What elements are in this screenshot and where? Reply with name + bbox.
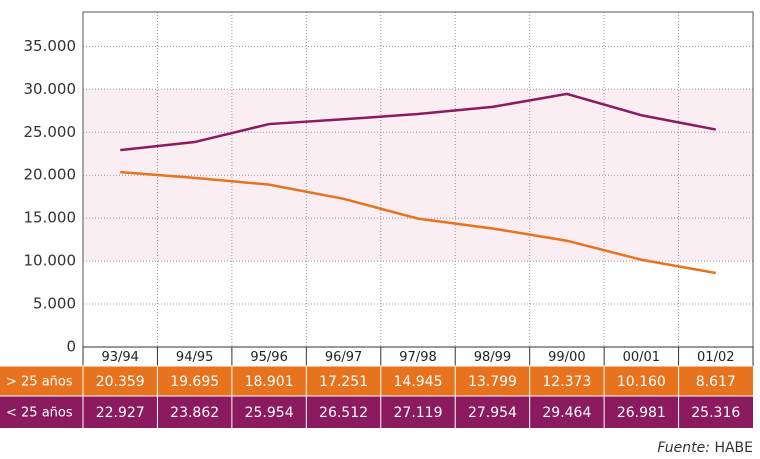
y-tick-label: 10.000 (24, 252, 77, 270)
x-tick-label: 94/95 (176, 350, 213, 365)
x-tick-label: 99/00 (548, 350, 585, 365)
table-value: 27.954 (468, 405, 517, 421)
table-value: 17.251 (319, 374, 368, 390)
x-tick-label: 97/98 (399, 350, 436, 365)
legend-label: > 25 años (6, 375, 73, 390)
y-tick-label: 35.000 (24, 37, 77, 55)
legend-label: < 25 años (6, 406, 73, 421)
table-value: 12.373 (542, 374, 591, 390)
x-tick-label: 95/96 (250, 350, 287, 365)
table-value: 25.316 (691, 405, 740, 421)
x-tick-label: 01/02 (697, 350, 734, 365)
x-tick-label: 96/97 (325, 350, 362, 365)
table-value: 29.464 (542, 405, 591, 421)
source: Fuente: HABE (657, 440, 753, 456)
y-tick-label: 15.000 (24, 209, 77, 227)
table-row (0, 366, 753, 396)
source-label: Fuente: (657, 440, 710, 456)
y-tick-label: 25.000 (24, 123, 77, 141)
table-value: 25.954 (245, 405, 294, 421)
y-tick-label: 0 (66, 338, 76, 356)
table-value: 26.512 (319, 405, 368, 421)
x-tick-label: 00/01 (623, 350, 660, 365)
table-value: 27.119 (394, 405, 443, 421)
x-tick-label: 98/99 (474, 350, 511, 365)
table-value: 8.617 (696, 374, 736, 390)
source-name: HABE (714, 440, 753, 456)
table-value: 22.927 (96, 405, 145, 421)
y-tick-label: 30.000 (24, 80, 77, 98)
series-line (120, 92, 717, 152)
table-value: 20.359 (96, 374, 145, 390)
y-tick-label: 20.000 (24, 166, 77, 184)
x-tick-label: 93/94 (101, 350, 138, 365)
table-value: 23.862 (170, 405, 219, 421)
series-line (120, 170, 716, 275)
table-row (0, 396, 753, 428)
table-value: 13.799 (468, 374, 517, 390)
y-tick-label: 5.000 (33, 295, 76, 313)
table-value: 14.945 (394, 374, 443, 390)
table-value: 19.695 (170, 374, 219, 390)
table-value: 18.901 (245, 374, 294, 390)
table-value: 10.160 (617, 374, 666, 390)
table-value: 26.981 (617, 405, 666, 421)
